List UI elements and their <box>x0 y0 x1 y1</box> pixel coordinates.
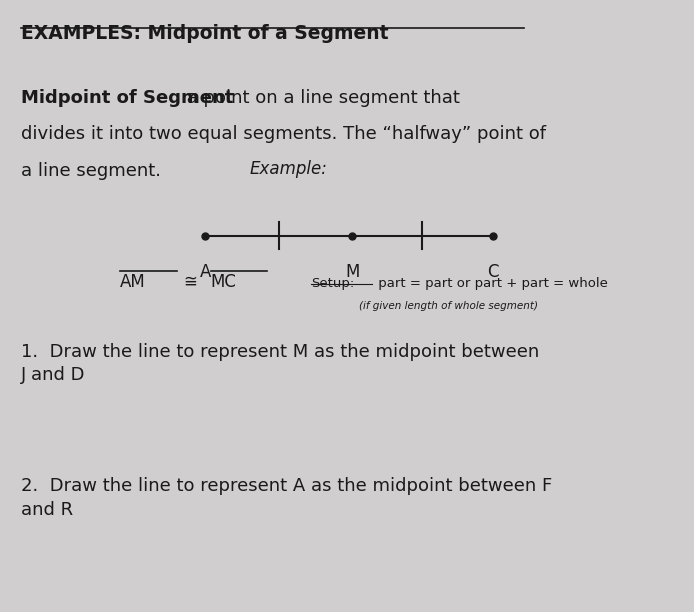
Text: part = part or part + part = whole: part = part or part + part = whole <box>373 277 607 289</box>
Text: divides it into two equal segments. The “halfway” point of: divides it into two equal segments. The … <box>21 125 545 143</box>
Text: 1.  Draw the line to represent M as the midpoint between
J and D: 1. Draw the line to represent M as the m… <box>21 343 539 384</box>
Text: 2.  Draw the line to represent A as the midpoint between F
and R: 2. Draw the line to represent A as the m… <box>21 477 552 519</box>
Text: : a point on a line segment that: : a point on a line segment that <box>169 89 460 106</box>
Text: AM: AM <box>120 273 146 291</box>
Text: M: M <box>346 263 359 281</box>
Text: Setup:: Setup: <box>312 277 355 289</box>
Text: Example:: Example: <box>250 160 328 178</box>
Text: a line segment.: a line segment. <box>21 162 160 180</box>
Text: EXAMPLES: Midpoint of a Segment: EXAMPLES: Midpoint of a Segment <box>21 24 388 43</box>
Text: MC: MC <box>211 273 237 291</box>
Text: (if given length of whole segment): (if given length of whole segment) <box>359 301 539 311</box>
Text: Midpoint of Segment: Midpoint of Segment <box>21 89 233 106</box>
Text: ≅: ≅ <box>183 273 197 291</box>
Text: C: C <box>487 263 498 281</box>
Text: A: A <box>200 263 211 281</box>
